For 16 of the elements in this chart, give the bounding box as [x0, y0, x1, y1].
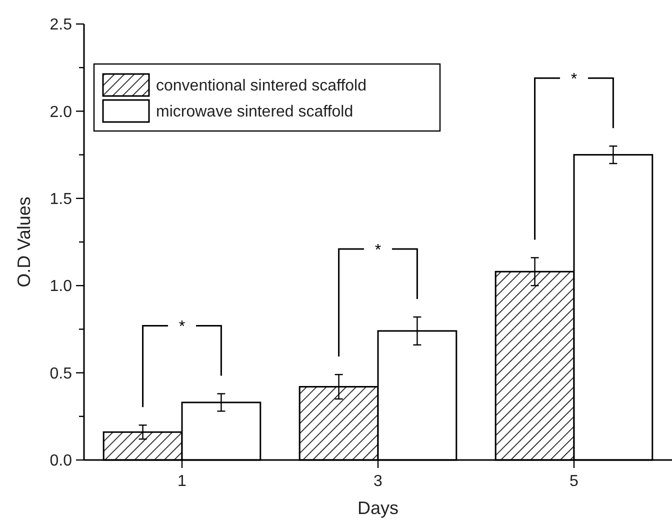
- y-tick-label: 0.5: [50, 365, 72, 382]
- x-tick-label: 3: [374, 473, 383, 490]
- y-axis-title: O.D Values: [14, 196, 34, 288]
- annotation: *: [178, 318, 186, 336]
- y-tick-label: 1.5: [50, 191, 72, 208]
- y-tick-label: 0.0: [50, 452, 72, 470]
- legend-label: conventional sintered scaffold: [156, 78, 367, 95]
- y-tick-label: 2.0: [50, 104, 72, 121]
- y-tick-label: 2.5: [50, 16, 72, 34]
- annotation: *: [374, 242, 382, 259]
- y-tick-label: 1.0: [50, 278, 72, 296]
- x-tick-label: 1: [178, 473, 187, 490]
- annotation: *: [570, 71, 578, 88]
- x-axis-title: Days: [357, 498, 399, 518]
- x-tick-label: 5: [570, 473, 579, 490]
- legend-label: microwave sintered scaffold: [156, 104, 354, 121]
